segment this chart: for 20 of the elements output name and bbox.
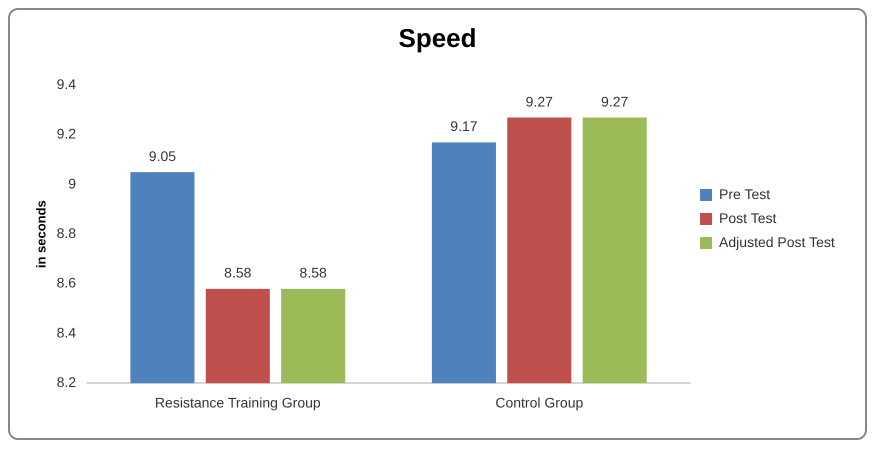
legend-label: Adjusted Post Test [719,234,835,250]
legend-label: Pre Test [719,186,770,202]
y-axis-title: in seconds [33,200,48,268]
x-tick-label: Control Group [495,394,584,410]
y-tick-label: 9 [68,175,76,192]
y-tick-label: 8.2 [56,374,76,390]
data-label: 9.05 [148,148,176,164]
y-tick-label: 9.4 [56,76,76,92]
data-label: 9.27 [601,93,629,110]
x-tick-label: Resistance Training Group [154,394,321,410]
y-tick-label: 9.2 [56,126,76,142]
chart-title: Speed [398,22,477,53]
y-tick-label: 8.4 [56,324,76,340]
data-label: 8.58 [300,264,328,281]
data-label: 8.58 [224,264,252,281]
data-label: 9.27 [526,93,554,110]
y-tick-label: 8.8 [56,225,76,242]
data-label: 9.17 [450,118,478,134]
legend-label: Post Test [719,210,776,226]
y-tick-label: 8.6 [56,274,76,291]
